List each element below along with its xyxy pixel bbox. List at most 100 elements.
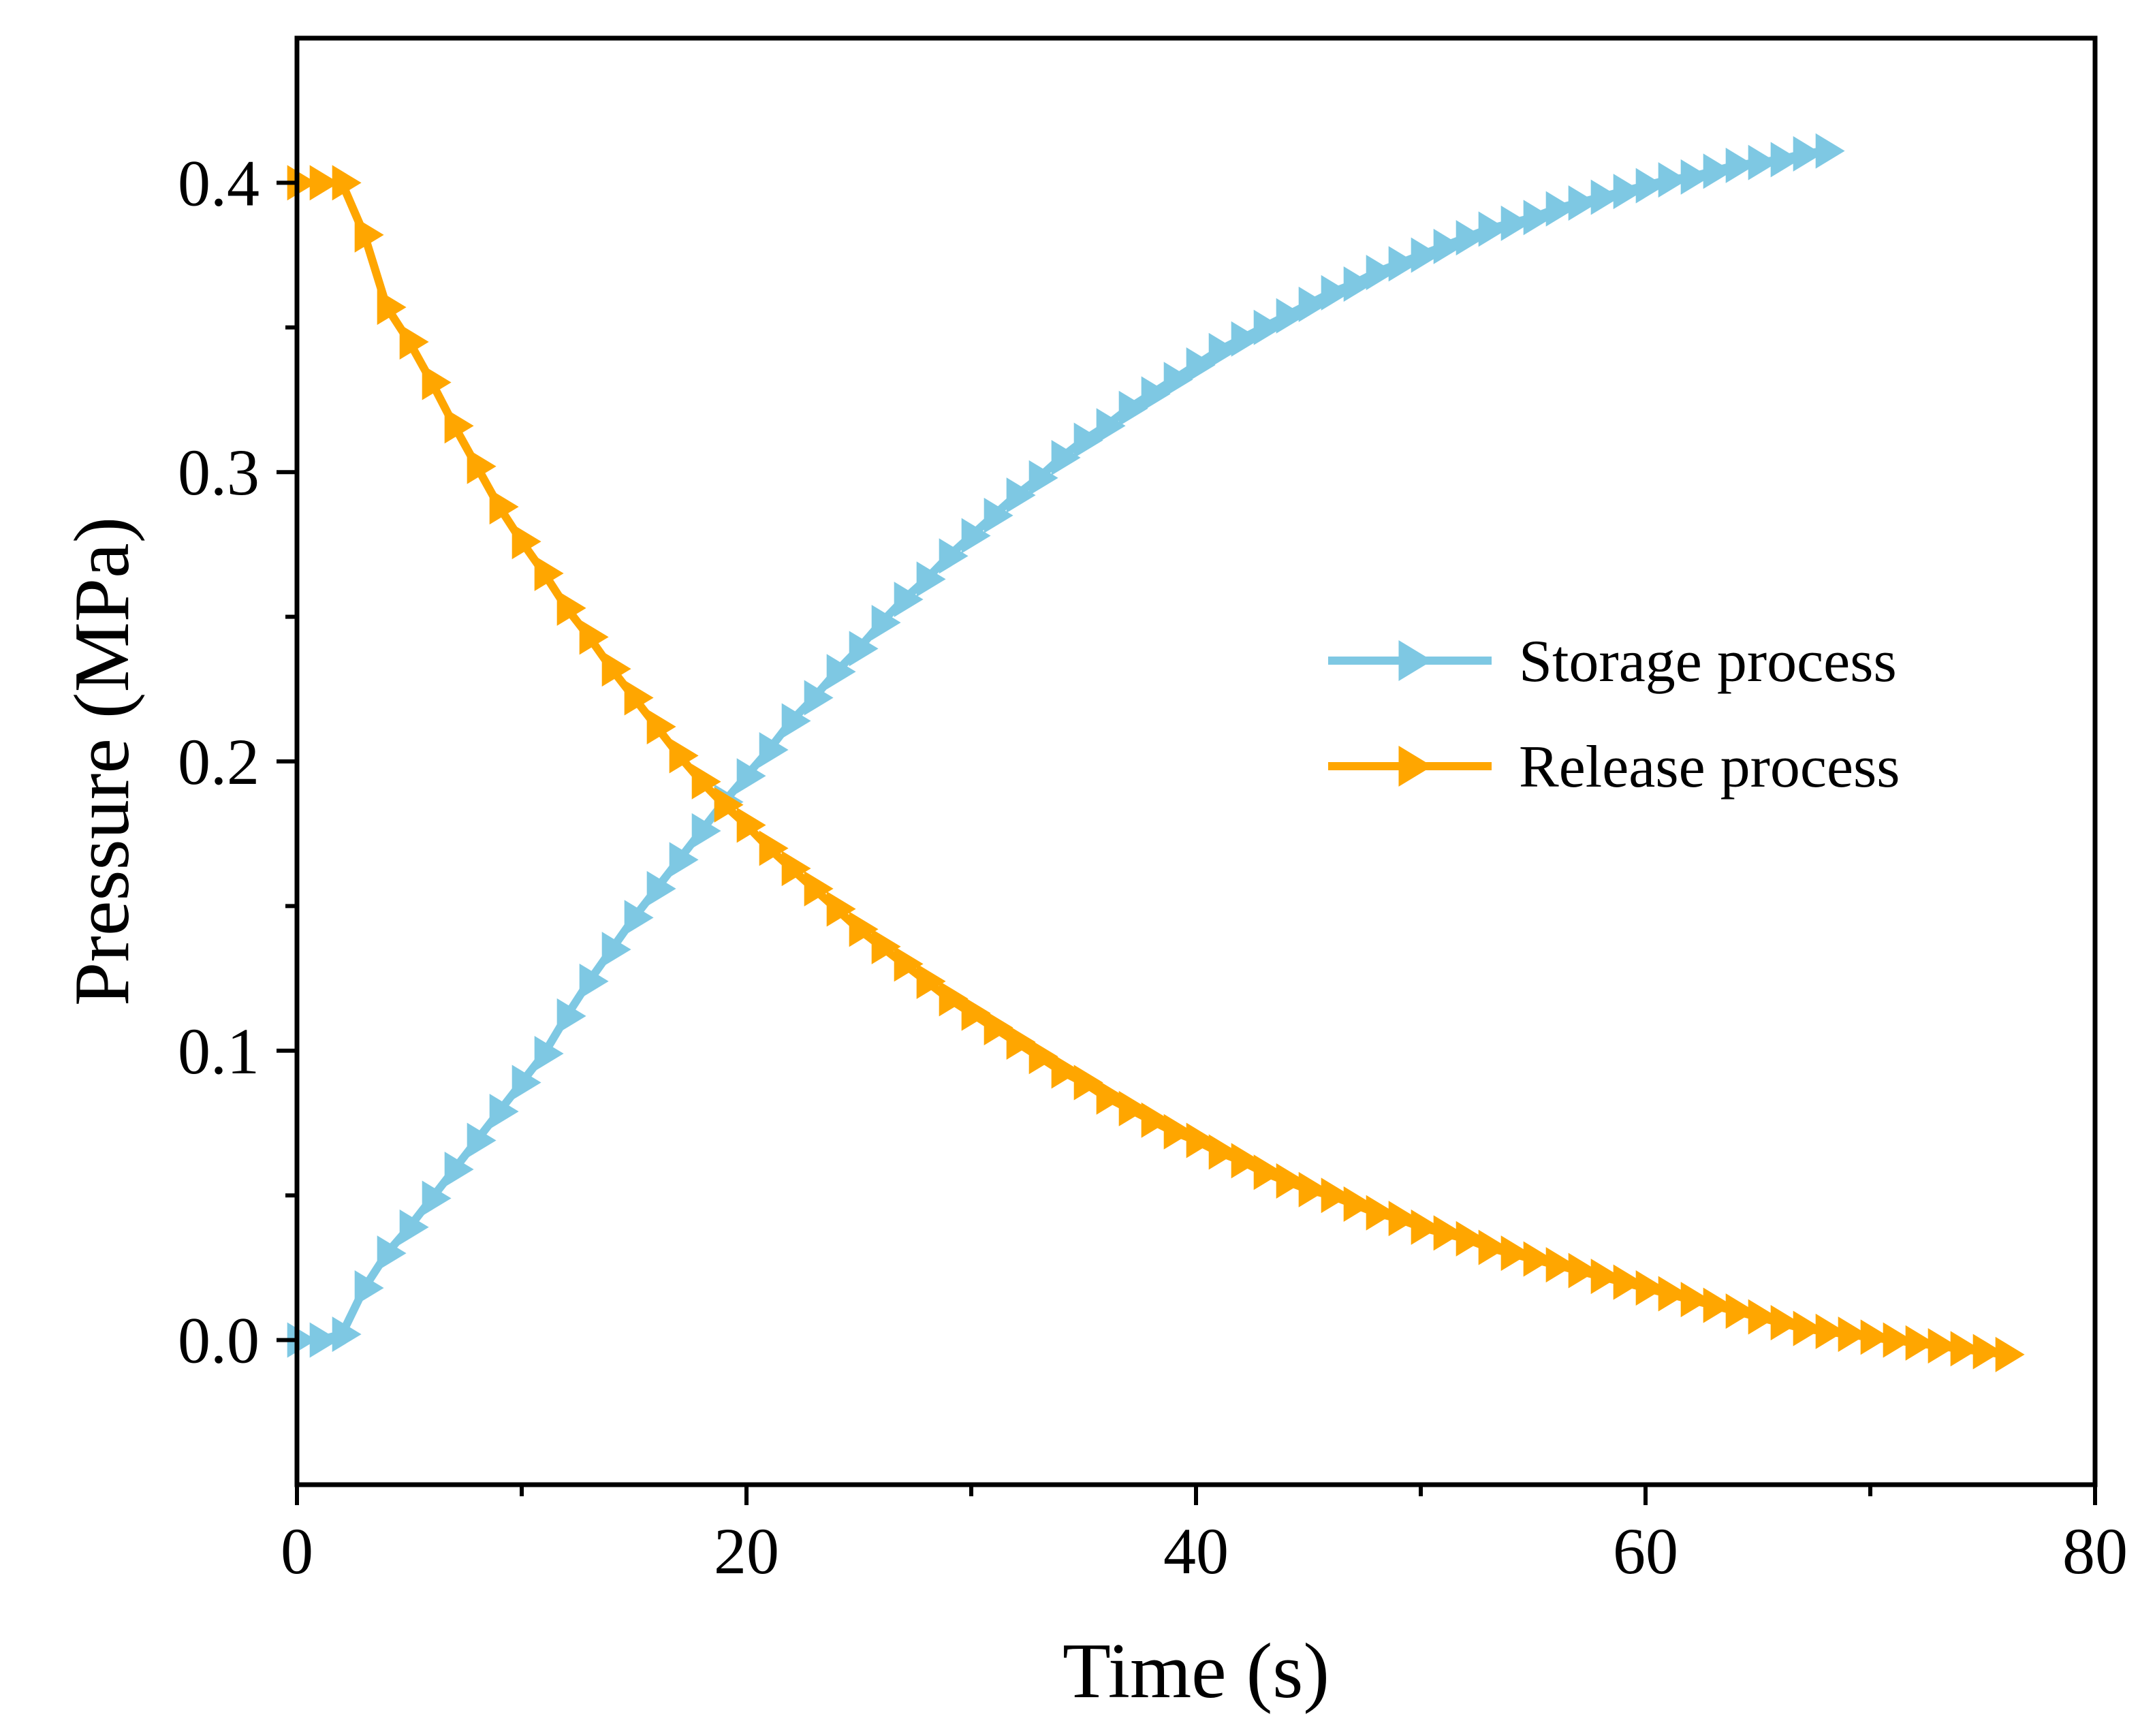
data-point-storage [1118, 390, 1148, 426]
data-point-storage [624, 900, 654, 936]
data-point-release [1051, 1053, 1081, 1089]
data-point-release [399, 324, 429, 360]
data-point-release [579, 619, 609, 655]
data-point-release [1456, 1220, 1485, 1257]
data-point-storage [1545, 191, 1575, 227]
data-point-storage [1186, 347, 1216, 383]
data-point-storage [1208, 332, 1238, 368]
data-point-storage [916, 561, 946, 597]
data-point-storage [377, 1235, 407, 1272]
data-point-storage [1478, 211, 1508, 247]
data-point-release [1590, 1259, 1620, 1295]
data-point-storage [1051, 439, 1081, 475]
data-point-release [1253, 1154, 1283, 1190]
data-point-release [1995, 1336, 2025, 1372]
x-axis-title: Time (s) [1063, 1628, 1330, 1715]
data-point-release [804, 870, 834, 906]
data-point-release [1950, 1331, 1980, 1367]
y-tick-label: 0.3 [178, 436, 259, 509]
data-point-storage [1703, 153, 1733, 189]
data-point-storage [1343, 266, 1373, 302]
data-point-release [556, 590, 586, 626]
legend: Storage process Release process [1328, 629, 1900, 800]
data-point-release [916, 963, 946, 999]
data-point-release [1231, 1143, 1261, 1179]
y-tick-label: 0.0 [178, 1304, 259, 1377]
y-tick-label: 0.2 [178, 725, 259, 798]
x-tick-label: 20 [714, 1515, 779, 1588]
data-point-storage [939, 538, 969, 574]
data-point-release [1500, 1235, 1530, 1272]
data-point-storage [826, 654, 856, 690]
legend-label-storage: Storage process [1519, 629, 1897, 695]
data-point-storage [1725, 147, 1755, 183]
legend-label-release: Release process [1519, 734, 1900, 800]
data-point-release [1208, 1134, 1238, 1170]
data-point-release [1815, 1313, 1845, 1349]
data-point-storage [489, 1094, 519, 1130]
data-point-release [354, 217, 384, 253]
data-point-release [961, 995, 991, 1031]
data-point-release [1118, 1090, 1148, 1126]
data-point-release [1748, 1299, 1778, 1335]
data-point-release [534, 555, 564, 591]
data-point-release [826, 891, 856, 927]
data-point-release [714, 787, 744, 823]
data-point-storage [354, 1270, 384, 1306]
data-point-release [1411, 1209, 1441, 1245]
data-point-release [1680, 1282, 1710, 1318]
data-point-release [1163, 1114, 1193, 1150]
data-point-storage [1456, 220, 1485, 256]
tick-layer: 0 20 40 60 80 0.0 0.1 0.2 0.3 0.4 [178, 146, 2128, 1588]
y-tick-label: 0.4 [178, 146, 259, 219]
x-tick-label: 0 [281, 1515, 313, 1588]
data-point-storage [1028, 460, 1058, 496]
data-point-storage [1680, 159, 1710, 195]
data-point-release [309, 165, 339, 201]
data-point-storage [1141, 376, 1171, 412]
data-point-release [646, 709, 676, 745]
data-point-storage [1006, 477, 1036, 514]
data-point-release [894, 946, 924, 982]
data-point-release [939, 981, 969, 1017]
data-point-storage [1321, 274, 1351, 311]
data-point-storage [691, 812, 721, 849]
data-point-release [871, 928, 901, 964]
data-point-release [781, 851, 811, 887]
data-point-release [669, 738, 699, 774]
data-point-storage [1366, 255, 1396, 291]
data-point-release [1186, 1122, 1216, 1158]
data-point-release [287, 165, 317, 201]
data-point-release [1928, 1328, 1957, 1364]
data-point-storage [1388, 246, 1418, 282]
data-point-storage [1411, 237, 1441, 273]
data-point-release [849, 911, 879, 947]
data-point-storage [1500, 205, 1530, 241]
data-point-release [736, 807, 766, 843]
data-point-release [444, 408, 474, 444]
data-point-release [691, 763, 721, 800]
data-point-release [1703, 1287, 1733, 1323]
data-point-release [377, 289, 407, 326]
data-point-release [332, 165, 362, 201]
data-point-release [467, 448, 497, 484]
data-point-release [1725, 1293, 1755, 1329]
data-point-storage [309, 1322, 339, 1358]
data-point-storage [781, 703, 811, 739]
data-point-release [1276, 1163, 1306, 1199]
data-point-release [1321, 1178, 1351, 1214]
data-point-release [1905, 1325, 1935, 1361]
data-point-release [1478, 1229, 1508, 1265]
data-point-release [1545, 1247, 1575, 1283]
data-point-release [1635, 1270, 1665, 1306]
data-point-storage [287, 1322, 317, 1358]
data-point-release [1838, 1316, 1868, 1353]
data-point-storage [1590, 179, 1620, 215]
data-point-release [1523, 1241, 1553, 1277]
data-point-release [422, 364, 452, 400]
data-point-release [1860, 1319, 1890, 1355]
data-point-storage [1635, 168, 1665, 204]
data-point-release [601, 651, 631, 687]
data-point-release [1141, 1102, 1171, 1138]
